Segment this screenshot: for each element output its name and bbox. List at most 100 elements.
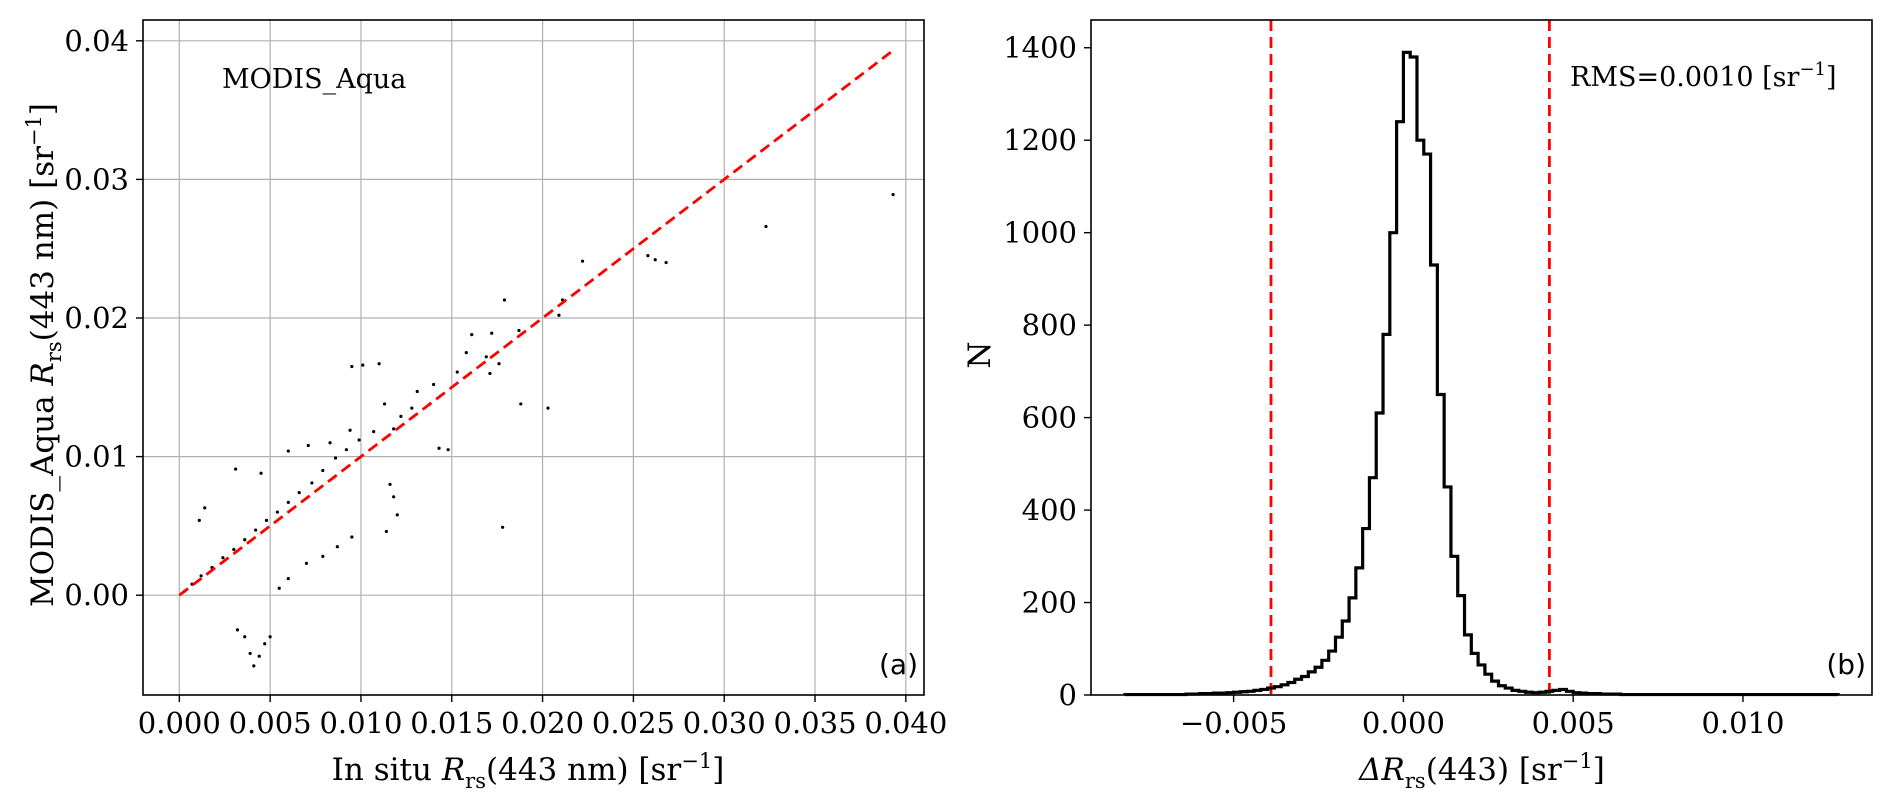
histogram-step	[1123, 50, 1840, 697]
scatter-point	[546, 406, 550, 410]
instrument-annotation: MODIS_Aqua	[222, 64, 406, 95]
scatter-point	[392, 495, 396, 499]
scatter-point	[502, 298, 507, 302]
scatter-point	[333, 456, 338, 460]
x-tick-label: 0.000	[1362, 706, 1445, 740]
y-tick-label: 1000	[1003, 216, 1077, 250]
scatter-point	[519, 402, 523, 406]
x-tick-label: 0.005	[1532, 706, 1615, 740]
plot-frame	[142, 19, 925, 696]
scatter-point	[263, 642, 267, 646]
y-tick-label: 0.02	[64, 301, 129, 335]
panel-label: (a)	[879, 648, 918, 681]
y-tick-label: 400	[1022, 493, 1077, 527]
scatter-point	[357, 438, 361, 442]
scatter-point	[372, 430, 376, 434]
scatter-point	[557, 313, 561, 317]
scatter-point	[350, 535, 354, 539]
scatter-point	[286, 576, 290, 581]
scatter-point	[501, 525, 505, 529]
y-ticks: 0.00 0.01 0.02 0.03 0.04	[64, 24, 143, 612]
x-tick-label: 0.020	[501, 706, 584, 740]
scatter-point	[764, 224, 768, 229]
scatter-point	[361, 363, 365, 367]
y-tick-label: 200	[1022, 586, 1077, 620]
x-ticks: 0.000 0.005 0.010 0.015 0.020 0.025 0.030 0.035…	[138, 695, 947, 740]
scatter-point	[437, 446, 441, 450]
x-tick-label: 0.030	[683, 706, 766, 740]
scatter-point	[490, 331, 494, 335]
scatter-point	[415, 389, 419, 394]
scatter-point	[377, 362, 381, 366]
y-tick-label: 0.01	[64, 440, 129, 474]
scatter-point	[254, 528, 258, 532]
scatter-point	[410, 406, 414, 410]
y-ticks: 0 200 400 600 800 1000 1200 1400	[1003, 31, 1091, 712]
scatter-point	[277, 586, 281, 590]
scatter-point	[399, 414, 403, 419]
x-tick-label: −0.005	[1180, 706, 1287, 740]
x-tick-label: 0.015	[410, 706, 493, 740]
scatter-point	[484, 355, 488, 359]
y-tick-label: 0.03	[64, 162, 129, 196]
fit-line	[178, 49, 894, 597]
scatter-point	[664, 260, 668, 265]
y-tick-label: 800	[1022, 308, 1077, 342]
scatter-point	[221, 556, 225, 560]
scatter-point	[455, 370, 459, 374]
scatter-panel: 0.000 0.005 0.010 0.015 0.020 0.025 0.030 0.035…	[22, 19, 947, 793]
scatter-point	[464, 351, 468, 355]
x-tick-label: 0.010	[1701, 706, 1784, 740]
scatter-point	[517, 328, 521, 333]
scatter-point	[470, 333, 474, 337]
scatter-point	[488, 371, 492, 376]
scatter-point	[234, 467, 238, 471]
scatter-point	[580, 259, 585, 263]
y-axis-label: MODIS_Aqua Rrs(443 nm) [sr−1]	[22, 103, 66, 607]
scatter-point	[350, 364, 354, 369]
scatter-point	[653, 258, 657, 262]
scatter-point	[348, 428, 352, 432]
scatter-point	[197, 518, 201, 522]
scatter-point	[235, 628, 240, 632]
scatter-point	[232, 547, 236, 552]
y-tick-label: 1400	[1003, 31, 1077, 65]
x-tick-label: 0.035	[774, 706, 857, 740]
plot-frame	[1090, 19, 1873, 696]
y-tick-label: 600	[1022, 401, 1077, 435]
scatter-point	[275, 510, 280, 514]
grid-lines	[143, 20, 924, 695]
scatter-point	[203, 506, 207, 510]
scatter-point	[321, 468, 325, 473]
scatter-point	[248, 651, 252, 656]
scatter-point	[392, 427, 396, 431]
scatter-point	[395, 513, 399, 517]
scatter-point	[384, 529, 388, 534]
x-tick-label: 0.010	[319, 706, 402, 740]
y-tick-label: 0	[1059, 678, 1077, 712]
scatter-point	[328, 441, 332, 445]
scatter-point	[432, 382, 436, 387]
x-axis-label: In situ Rrs(443 nm) [sr−1]	[332, 749, 725, 793]
scatter-point	[646, 254, 650, 258]
x-axis-label: ΔRrs(443) [sr−1]	[1358, 749, 1605, 793]
fit-line-segment	[178, 49, 894, 597]
scatter-point	[286, 500, 290, 504]
scatter-point	[268, 635, 272, 639]
y-tick-label: 1200	[1003, 123, 1077, 157]
scatter-point	[199, 574, 203, 578]
y-axis-label: N	[962, 341, 998, 368]
panel-label: (b)	[1826, 648, 1866, 681]
x-tick-label: 0.000	[138, 706, 221, 740]
scatter-point	[382, 402, 387, 406]
scatter-point	[310, 481, 314, 485]
scatter-point	[388, 482, 392, 486]
scatter-point	[497, 362, 501, 366]
scatter-point	[344, 448, 349, 452]
scatter-point	[891, 193, 895, 197]
y-tick-label: 0.00	[64, 578, 129, 612]
histogram-panel: −0.005 0.000 0.005 0.010 0 200 400 600 800 1000 1…	[962, 19, 1873, 793]
y-tick-label: 0.04	[64, 24, 129, 58]
rms-annotation: RMS=0.0010 [sr−1]	[1570, 59, 1837, 93]
